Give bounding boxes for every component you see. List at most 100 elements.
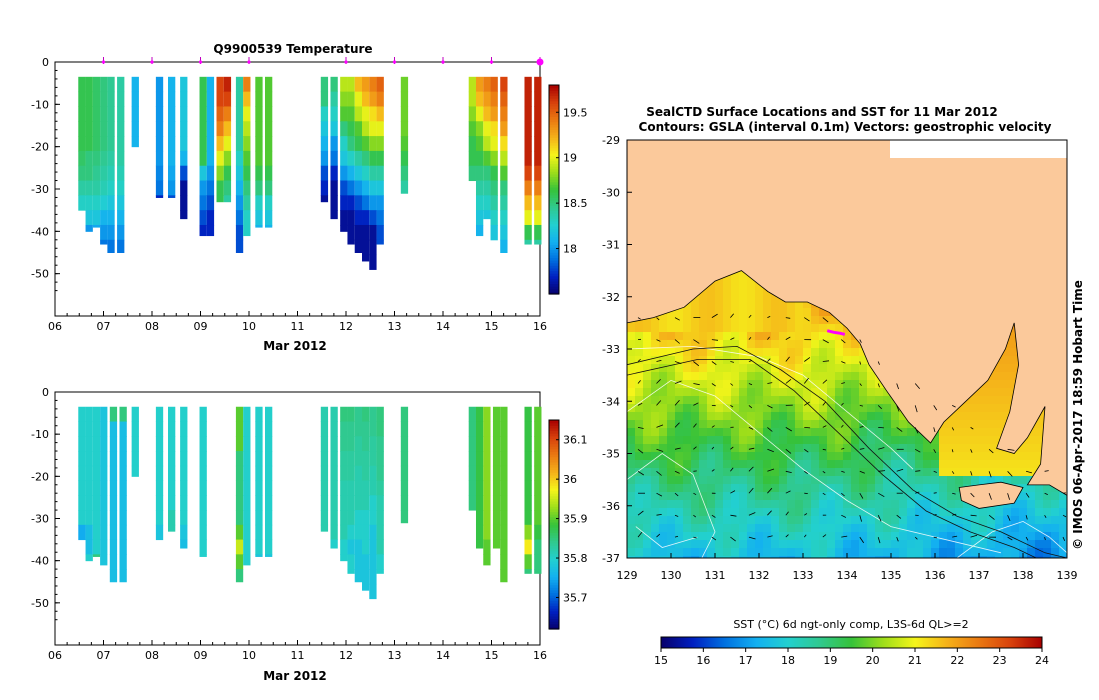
- sst-colorbar-tick-label: 16: [696, 654, 710, 667]
- map-sst-cell: [803, 428, 812, 437]
- salinity-cell: [92, 465, 101, 482]
- map-sst-cell: [779, 388, 788, 397]
- temperature-colorbar-step: [549, 121, 559, 125]
- salinity-cell: [376, 421, 384, 437]
- map-velocity-vector: [656, 339, 661, 342]
- map-sst-cell: [867, 380, 876, 389]
- map-sst-cell: [891, 532, 900, 541]
- map-sst-cell: [947, 468, 956, 477]
- map-sst-cell: [731, 292, 740, 301]
- map-sst-cell: [755, 540, 764, 549]
- temperature-cell: [100, 210, 108, 226]
- salinity-cell: [534, 465, 542, 482]
- temperature-cell: [369, 121, 377, 137]
- map-sst-cell: [1019, 468, 1028, 477]
- map-sst-cell: [779, 356, 788, 365]
- temperature-cell: [534, 91, 542, 107]
- map-velocity-vector: [711, 469, 715, 472]
- map-velocity-vector: [693, 446, 697, 450]
- map-x-tick-label: 139: [1057, 569, 1078, 582]
- map-sst-cell: [771, 460, 780, 469]
- map-sst-cell: [691, 308, 700, 317]
- map-sst-cell: [899, 524, 908, 533]
- map-sst-cell: [915, 484, 924, 493]
- map-sst-cell: [715, 476, 724, 485]
- map-sst-cell: [675, 492, 684, 501]
- temperature-cell: [376, 195, 384, 211]
- salinity-cell: [475, 524, 484, 541]
- map-sst-cell: [699, 340, 708, 349]
- map-sst-cell: [963, 540, 972, 549]
- salinity-cell: [340, 495, 348, 511]
- map-sst-cell: [899, 468, 908, 477]
- map-sst-cell: [667, 436, 676, 445]
- map-sst-cell: [643, 516, 652, 525]
- temperature-colorbar-step: [549, 236, 559, 240]
- map-velocity-vector: [711, 536, 717, 541]
- temperature-cell: [216, 180, 224, 196]
- map-sst-cell: [747, 308, 756, 317]
- map-sst-cell: [739, 508, 748, 517]
- map-bathymetry-contour: [627, 359, 1037, 558]
- map-sst-cell: [795, 492, 804, 501]
- map-sst-cell: [883, 532, 892, 541]
- salinity-colorbar-step: [549, 506, 559, 510]
- map-sst-cell: [915, 500, 924, 509]
- map-sst-cell: [1011, 476, 1020, 485]
- map-sst-cell: [835, 460, 844, 469]
- map-sst-cell: [1051, 524, 1060, 533]
- map-sst-cell: [947, 452, 956, 461]
- temperature-colorbar-tick-label: 18.5: [563, 197, 588, 210]
- map-sst-cell: [979, 516, 988, 525]
- map-sst-cell: [627, 540, 636, 549]
- map-velocity-vector: [896, 383, 899, 390]
- map-sst-cell: [963, 468, 972, 477]
- map-sst-cell: [739, 516, 748, 525]
- temperature-y-tick-label: -20: [31, 141, 49, 154]
- map-sst-cell: [699, 492, 708, 501]
- temperature-cell: [347, 165, 355, 182]
- map-side-label: © IMOS 06-Apr-2017 18:59 Hobart Time: [1071, 280, 1085, 550]
- map-sst-cell: [683, 516, 692, 525]
- map-sst-cell: [707, 484, 716, 493]
- map-velocity-vector: [767, 468, 775, 472]
- map-sst-cell: [771, 516, 780, 525]
- temperature-cell: [92, 210, 101, 226]
- map-velocity-vector: [988, 448, 994, 454]
- map-velocity-vector: [859, 361, 861, 365]
- map-sst-cell: [835, 444, 844, 453]
- map-sst-cell: [811, 460, 820, 469]
- map-velocity-vector: [952, 513, 957, 516]
- map-sst-cell: [1011, 540, 1020, 549]
- map-sst-cell: [779, 460, 788, 469]
- map-sst-cell: [763, 316, 772, 325]
- salinity-cell: [330, 436, 338, 452]
- map-sst-cell: [795, 324, 804, 333]
- map-sst-cell: [635, 348, 644, 357]
- temperature-colorbar-step: [549, 105, 559, 110]
- salinity-cell: [354, 569, 363, 583]
- map-velocity-vector: [656, 533, 661, 538]
- map-sst-cell: [923, 524, 932, 533]
- map-sst-cell: [1019, 540, 1028, 549]
- temperature-cell: [255, 180, 263, 196]
- map-sst-cell: [971, 444, 980, 453]
- temperature-colorbar-step: [549, 85, 559, 89]
- temperature-cell: [155, 150, 164, 167]
- temperature-colorbar-step: [549, 176, 559, 180]
- salinity-cell: [320, 406, 329, 423]
- map-sst-cell: [771, 348, 780, 357]
- map-sst-cell: [947, 492, 956, 501]
- salinity-cell: [492, 510, 501, 526]
- map-sst-cell: [955, 508, 964, 517]
- map-sst-cell: [907, 436, 916, 445]
- map-sst-cell: [715, 396, 724, 405]
- map-velocity-vector: [674, 399, 680, 406]
- map-sst-cell: [643, 412, 652, 421]
- temperature-x-tick-label: 12: [339, 320, 353, 333]
- map-sst-cell: [899, 476, 908, 485]
- map-sst-cell: [723, 532, 732, 541]
- map-missing-data-patch: [890, 140, 1067, 158]
- map-sst-cell: [1027, 444, 1036, 453]
- salinity-cell: [168, 451, 176, 467]
